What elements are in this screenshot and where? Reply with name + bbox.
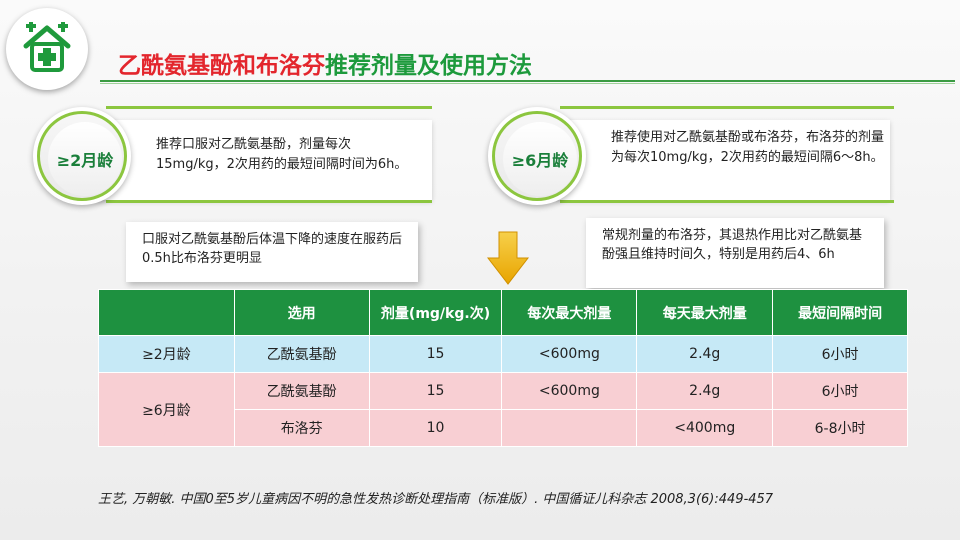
cell-age: ≥2月龄 [98, 335, 235, 373]
cell-max-per [501, 409, 638, 447]
down-arrow-icon [486, 231, 530, 285]
cell-age: ≥6月龄 [98, 372, 235, 447]
age-panel-6m-top-line [560, 106, 894, 109]
logo [6, 8, 88, 90]
hospital-house-icon [23, 22, 71, 72]
cell-dose: 15 [368, 372, 503, 410]
age-panel-6m-bottom-line [560, 200, 894, 203]
age-panel-2m-bottom-line [106, 200, 432, 203]
title-divider [100, 80, 955, 82]
cell-max-per: <600mg [501, 372, 638, 410]
cell-interval: 6小时 [772, 372, 908, 410]
title-divider-light [100, 83, 955, 84]
age-badge-2m-label: ≥2月龄 [48, 122, 122, 196]
age-badge-6m-label: ≥6月龄 [503, 122, 577, 196]
cell-drug: 布洛芬 [233, 409, 370, 447]
header-cell-dose: 剂量(mg/kg.次) [368, 289, 503, 336]
age-panel-2m-text: 推荐口服对乙酰氨基酚，剂量每次15mg/kg，2次用药的最短间隔时间为6h。 [156, 137, 408, 172]
age-panel-2m-top-line [106, 106, 432, 109]
table-row: ≥6月龄 乙酰氨基酚 15 <600mg 2.4g 6小时 [98, 372, 908, 447]
age-panel-6m-text: 推荐使用对乙酰氨基酚或布洛芬，布洛芬的剂量为每次10mg/kg，2次用药的最短间… [611, 130, 885, 165]
cell-max-day: 2.4g [636, 335, 774, 373]
page-title: 乙酰氨基酚和布洛芬推荐剂量及使用方法 [118, 46, 532, 80]
cell-max-per: <600mg [501, 335, 638, 373]
age-panel-6m [556, 120, 890, 200]
cell-max-day: 2.4g [636, 372, 774, 410]
cell-dose: 15 [368, 335, 503, 373]
note-ibuprofen-duration: 常规剂量的布洛芬，其退热作用比对乙酰氨基酚强且维持时间久，特别是用药后4、6h [586, 218, 884, 288]
age-badge-6m: ≥6月龄 [488, 107, 586, 205]
dose-table: 选用 剂量(mg/kg.次) 每次最大剂量 每天最大剂量 最短间隔时间 ≥2月龄… [98, 289, 908, 447]
header-cell-drug: 选用 [233, 289, 370, 336]
note-acetaminophen-speed: 口服对乙酰氨基酚后体温下降的速度在服药后0.5h比布洛芬更明显 [126, 222, 418, 282]
table-row: 布洛芬 10 <400mg 6-8小时 [99, 409, 908, 447]
cell-max-day: <400mg [636, 409, 774, 447]
cell-interval: 6-8小时 [772, 409, 908, 447]
header-cell-interval: 最短间隔时间 [772, 289, 908, 336]
header-cell-max-day: 每天最大剂量 [636, 289, 774, 336]
cell-dose: 10 [368, 409, 503, 447]
header-cell-age [98, 289, 235, 336]
reference-citation: 王艺, 万朝敏. 中国0至5岁儿童病因不明的急性发热诊断处理指南（标准版）. 中… [98, 492, 774, 507]
cell-drug: 乙酰氨基酚 [233, 335, 370, 373]
header-cell-max-per: 每次最大剂量 [501, 289, 638, 336]
age-panel-2m [96, 120, 432, 200]
cell-interval: 6小时 [772, 335, 908, 373]
title-part-green: 推荐剂量及使用方法 [325, 53, 532, 79]
cell-drug: 乙酰氨基酚 [233, 372, 370, 410]
title-part-red: 乙酰氨基酚和布洛芬 [118, 53, 325, 79]
age-badge-2m: ≥2月龄 [33, 107, 131, 205]
table-header-row: 选用 剂量(mg/kg.次) 每次最大剂量 每天最大剂量 最短间隔时间 [98, 289, 908, 336]
table-row: ≥2月龄 乙酰氨基酚 15 <600mg 2.4g 6小时 [98, 335, 908, 373]
